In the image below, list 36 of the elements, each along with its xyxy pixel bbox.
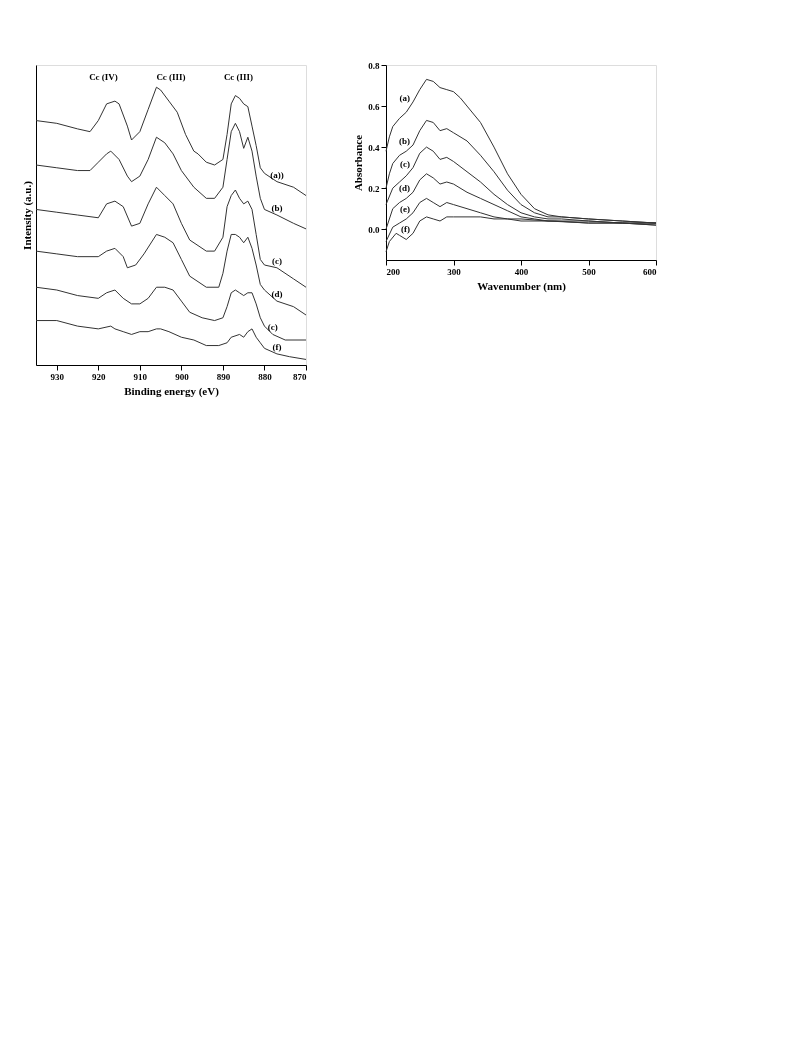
- series-label: (d): [271, 289, 283, 300]
- x-tick-label: 870: [293, 371, 307, 382]
- y-tick-label: 0.4: [368, 142, 380, 153]
- x-tick-label: 400: [514, 266, 529, 277]
- series-label: (a)): [270, 169, 284, 180]
- x-tick-label: 300: [447, 266, 462, 277]
- y-tick-label: 0.0: [368, 224, 380, 235]
- series-label: (c): [400, 158, 410, 169]
- x-tick-label: 910: [133, 371, 148, 382]
- series-label: (c): [271, 255, 282, 266]
- series-label: (b): [399, 136, 410, 147]
- text: Cc (III): [156, 72, 186, 82]
- series-label: (f): [272, 341, 282, 352]
- x-tick-label: 900: [175, 371, 190, 382]
- y-axis-title: Absorbance: [352, 134, 365, 192]
- x-tick-label: 600: [643, 266, 657, 277]
- text: Cc (IV): [89, 72, 118, 82]
- y-tick-label: 0.8: [368, 60, 380, 71]
- x-tick-label: 880: [258, 371, 273, 382]
- series-label: (f): [401, 224, 410, 235]
- series-label: (b): [271, 203, 283, 213]
- y-tick-label: 0.2: [368, 183, 380, 194]
- text: Cc (III): [223, 72, 254, 82]
- x-tick-label: 930: [50, 371, 65, 382]
- x-tick-label: 890: [216, 371, 231, 382]
- series-label: (e): [400, 203, 410, 214]
- x-tick-label: 920: [92, 371, 107, 382]
- x-axis-title: Binding energy (eV): [124, 384, 220, 398]
- x-tick-label: 200: [386, 266, 401, 277]
- y-tick-label: 0.6: [368, 101, 380, 112]
- series-label: (d): [399, 183, 410, 194]
- x-axis-title: Wavenumber (nm): [477, 279, 567, 293]
- series-label: (c): [267, 322, 278, 333]
- y-axis-title: Intensity (a.u.): [20, 180, 34, 250]
- x-tick-label: 500: [582, 266, 597, 277]
- series-label: (a): [399, 92, 410, 103]
